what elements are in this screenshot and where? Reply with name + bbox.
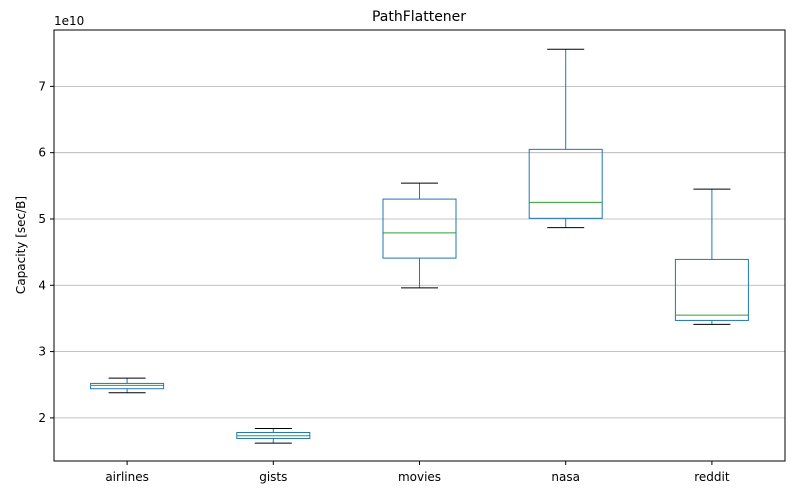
y-tick-label: 4 <box>38 278 46 292</box>
box-airlines <box>90 377 165 394</box>
x-tick-label: gists <box>259 470 287 484</box>
y-tick-label: 6 <box>38 146 46 160</box>
y-tick-label: 2 <box>38 411 46 425</box>
plot-frame <box>53 29 786 462</box>
box-reddit <box>674 188 749 325</box>
y-offset-label: 1e10 <box>54 14 84 28</box>
y-tick-label: 5 <box>38 212 46 226</box>
box-gists <box>236 428 311 444</box>
y-tick-label: 3 <box>38 345 46 359</box>
x-tick-label: nasa <box>551 470 580 484</box>
x-tick-label: reddit <box>694 470 730 484</box>
iqr-box <box>528 148 603 219</box>
iqr-box <box>382 198 457 259</box>
tick-layer: 2 3 4 5 6 7 airlines gists movies nasa reddit <box>38 79 729 484</box>
x-tick-label: airlines <box>105 470 149 484</box>
iqr-box <box>674 258 749 321</box>
x-tick-label: movies <box>398 470 441 484</box>
box-layer <box>90 48 749 444</box>
y-tick-label: 7 <box>38 79 46 93</box>
y-axis-title: Capacity [sec/B] <box>14 196 28 294</box>
iqr-box <box>90 382 165 390</box>
chart-title: PathFlattener <box>372 9 466 25</box>
box-nasa <box>528 48 603 229</box>
box-movies <box>382 182 457 289</box>
grid-layer <box>54 85 785 419</box>
